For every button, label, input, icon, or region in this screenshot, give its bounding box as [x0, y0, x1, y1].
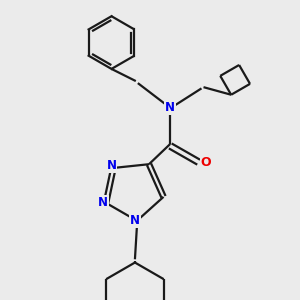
Text: N: N: [165, 101, 175, 114]
Text: N: N: [106, 159, 116, 172]
Text: O: O: [201, 156, 211, 169]
Text: N: N: [130, 214, 140, 227]
Text: N: N: [98, 196, 108, 209]
